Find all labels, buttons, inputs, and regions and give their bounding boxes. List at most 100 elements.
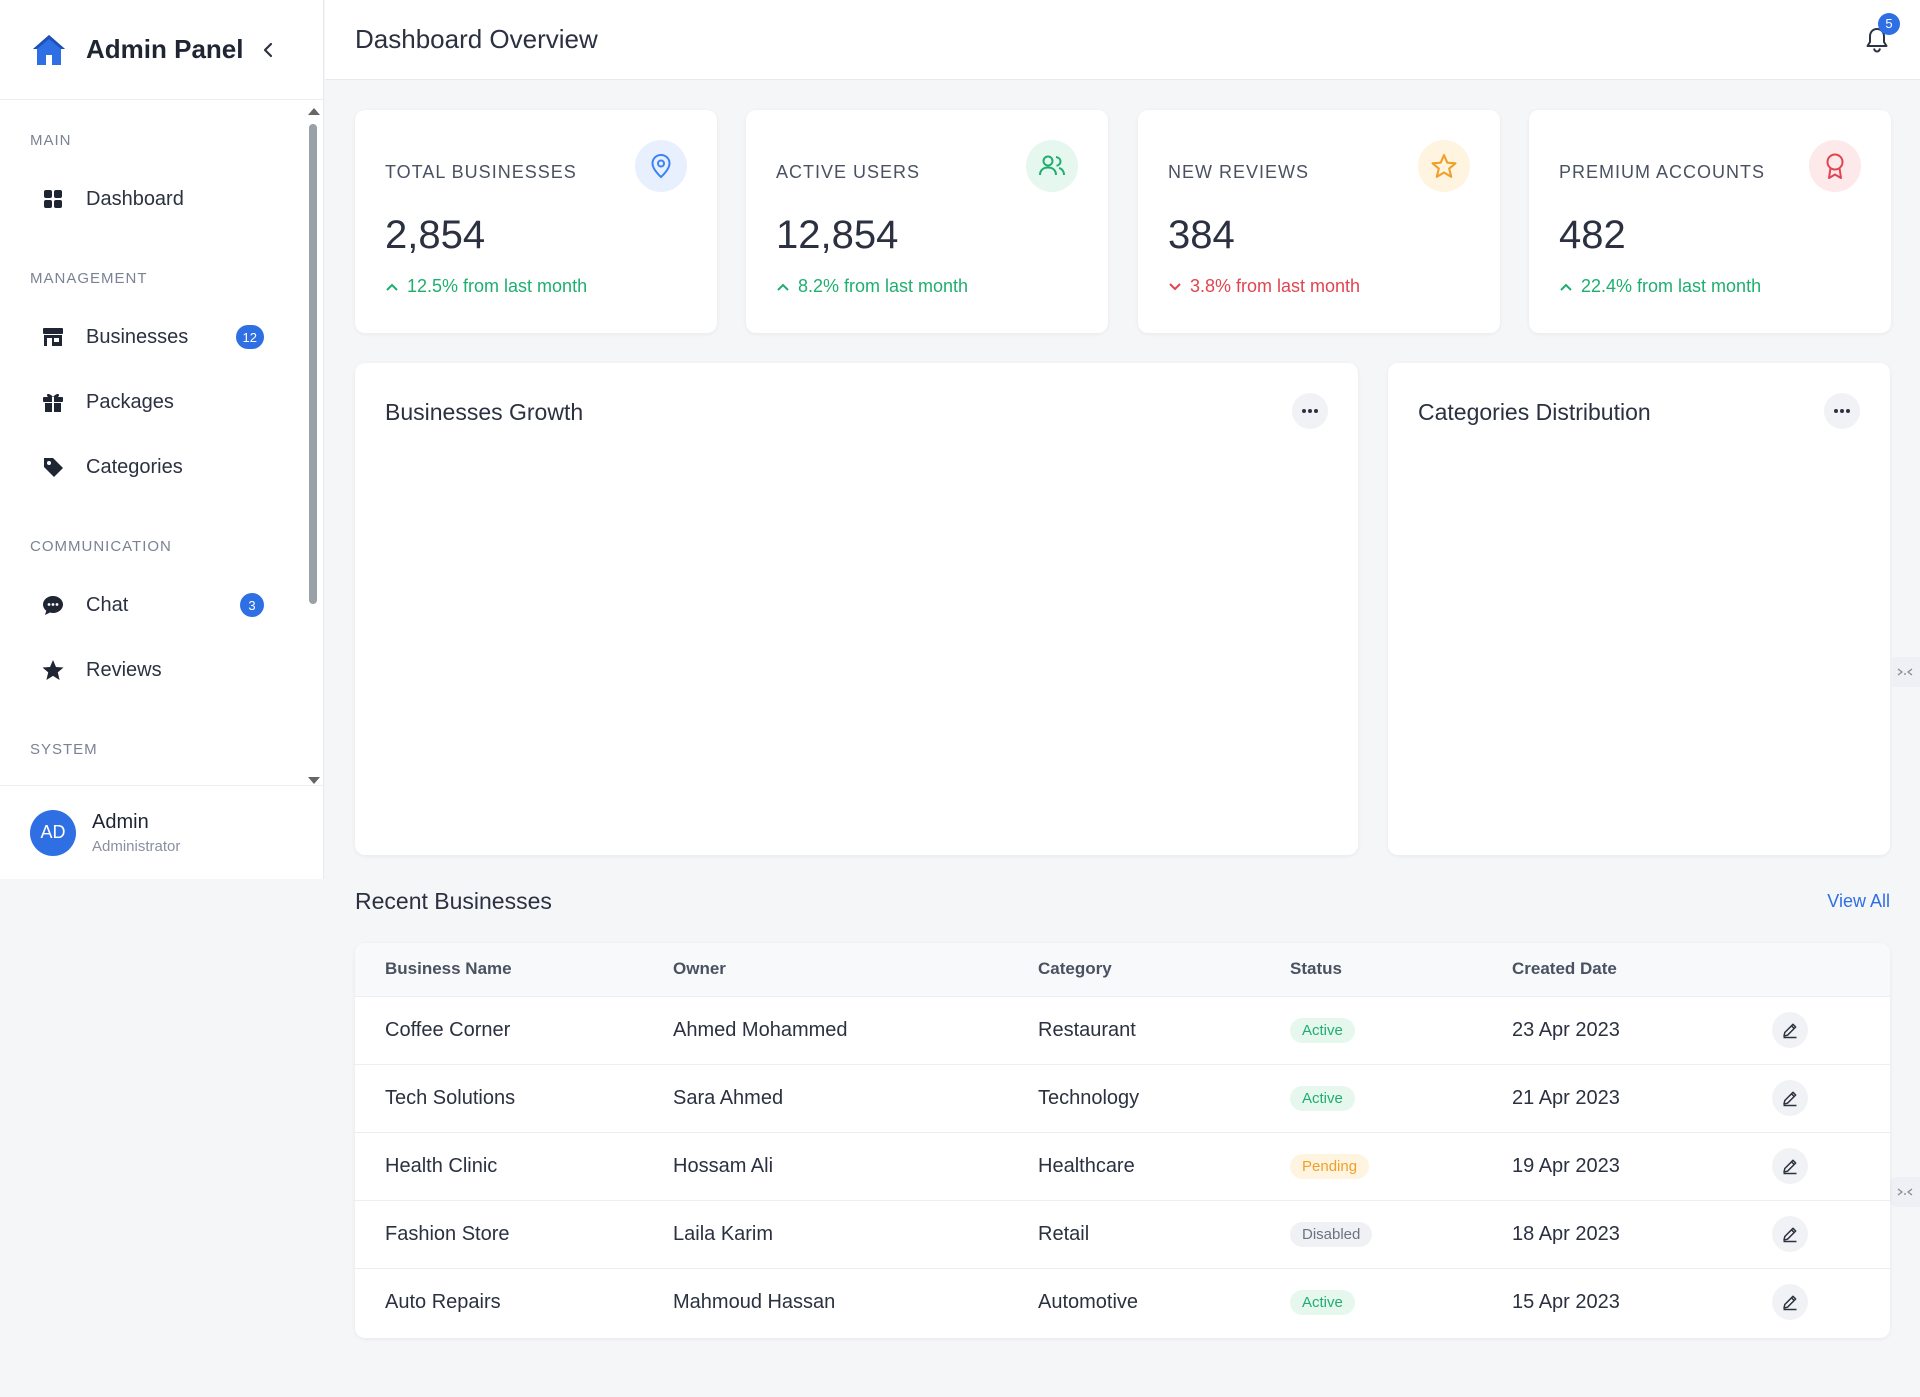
cell-business-name: Tech Solutions bbox=[355, 1064, 643, 1133]
panel-title: Categories Distribution bbox=[1418, 399, 1651, 425]
stat-change-text: 22.4% from last month bbox=[1581, 276, 1762, 296]
section-title: Recent Businesses bbox=[355, 888, 552, 914]
expand-icon bbox=[1897, 1188, 1913, 1196]
pencil-icon bbox=[1783, 1159, 1797, 1175]
cell-status: Disabled bbox=[1260, 1200, 1482, 1269]
store-icon bbox=[40, 324, 66, 350]
sidebar-scrollbar[interactable] bbox=[307, 104, 320, 784]
column-header[interactable]: Business Name bbox=[355, 943, 643, 997]
chevron-up-icon bbox=[386, 283, 398, 291]
count-badge: 3 bbox=[240, 593, 264, 617]
app-title: Admin Panel bbox=[86, 34, 244, 64]
cell-category: Technology bbox=[1008, 1064, 1260, 1133]
sidebar-item-label: Categories bbox=[86, 455, 183, 478]
more-horizontal-icon bbox=[1834, 409, 1850, 413]
table-row[interactable]: Fashion Store Laila Karim Retail Disable… bbox=[355, 1200, 1890, 1269]
cell-business-name: Health Clinic bbox=[355, 1132, 643, 1201]
distribution-chart-area bbox=[1418, 453, 1860, 825]
categories-distribution-panel: Categories Distribution bbox=[1388, 363, 1890, 855]
pencil-icon bbox=[1783, 1091, 1797, 1107]
chevron-up-icon bbox=[1560, 283, 1572, 291]
expand-icon bbox=[1897, 668, 1913, 676]
collapse-sidebar-button[interactable] bbox=[255, 37, 281, 63]
stat-title: PREMIUM ACCOUNTS bbox=[1559, 162, 1766, 182]
sidebar-header: Admin Panel bbox=[0, 0, 323, 100]
data-table: Business Name Owner Category Status Crea… bbox=[355, 943, 1890, 1336]
sidebar-item-label: Packages bbox=[86, 390, 174, 413]
more-options-button[interactable] bbox=[1292, 393, 1328, 429]
edit-button[interactable] bbox=[1772, 1080, 1808, 1116]
star-outline-icon bbox=[1418, 140, 1470, 192]
view-all-link[interactable]: View All bbox=[1827, 891, 1890, 911]
notification-count-badge: 5 bbox=[1878, 12, 1900, 35]
tag-icon bbox=[40, 454, 66, 480]
cell-created-date: 19 Apr 2023 bbox=[1482, 1132, 1742, 1201]
user-name: Admin bbox=[92, 810, 149, 833]
status-badge: Active bbox=[1290, 1085, 1355, 1111]
chevron-left-icon bbox=[263, 42, 273, 57]
cell-status: Active bbox=[1260, 996, 1482, 1065]
table-row[interactable]: Auto Repairs Mahmoud Hassan Automotive A… bbox=[355, 1268, 1890, 1336]
award-icon bbox=[1809, 140, 1861, 192]
status-badge: Disabled bbox=[1290, 1221, 1373, 1247]
sidebar-nav: MAIN Dashboard MANAGEMENT bbox=[0, 100, 323, 785]
sidebar-item-packages[interactable]: Packages bbox=[30, 379, 270, 425]
stat-card-total-businesses: TOTAL BUSINESSES 2,854 12.5% from last m… bbox=[355, 110, 717, 333]
cell-status: Active bbox=[1260, 1064, 1482, 1133]
stat-change: 8.2% from last month bbox=[776, 276, 1078, 297]
more-options-button[interactable] bbox=[1824, 393, 1860, 429]
pencil-icon bbox=[1783, 1023, 1797, 1039]
edit-button[interactable] bbox=[1772, 1216, 1808, 1252]
stat-change-text: 3.8% from last month bbox=[1190, 276, 1361, 296]
user-profile[interactable]: AD Admin Administrator bbox=[0, 785, 323, 879]
sidebar-item-label: Reviews bbox=[86, 658, 162, 681]
cell-status: Pending bbox=[1260, 1132, 1482, 1201]
table-row[interactable]: Tech Solutions Sara Ahmed Technology Act… bbox=[355, 1064, 1890, 1133]
pencil-icon bbox=[1783, 1227, 1797, 1243]
sidebar-item-businesses[interactable]: Businesses 12 bbox=[30, 314, 270, 360]
scrollbar-thumb[interactable] bbox=[309, 124, 317, 604]
sidebar-item-chat[interactable]: Chat 3 bbox=[30, 582, 270, 628]
businesses-growth-panel: Businesses Growth bbox=[355, 363, 1358, 855]
cell-status: Active bbox=[1260, 1268, 1482, 1336]
scroll-up-icon[interactable] bbox=[308, 108, 320, 115]
status-badge: Active bbox=[1290, 1017, 1355, 1043]
stat-change: 22.4% from last month bbox=[1559, 276, 1861, 297]
side-drawer-toggle[interactable] bbox=[1890, 657, 1920, 687]
stat-title: ACTIVE USERS bbox=[776, 162, 921, 182]
cell-actions bbox=[1742, 996, 1890, 1065]
status-badge: Pending bbox=[1290, 1153, 1370, 1179]
cell-created-date: 15 Apr 2023 bbox=[1512, 1290, 1620, 1313]
table-row[interactable]: Health Clinic Hossam Ali Healthcare Pend… bbox=[355, 1132, 1890, 1201]
cell-created-date: 21 Apr 2023 bbox=[1482, 1064, 1742, 1133]
edit-button[interactable] bbox=[1772, 1148, 1808, 1184]
side-drawer-toggle[interactable] bbox=[1890, 1177, 1920, 1207]
pencil-icon bbox=[1783, 1295, 1797, 1311]
cell-category: Automotive bbox=[1038, 1290, 1139, 1313]
sidebar-item-reviews[interactable]: Reviews bbox=[30, 647, 270, 693]
section-label-communication: COMMUNICATION bbox=[30, 538, 172, 555]
sidebar-item-categories[interactable]: Categories bbox=[30, 444, 270, 490]
column-header[interactable]: Status bbox=[1260, 943, 1482, 997]
column-header[interactable]: Created Date bbox=[1482, 943, 1742, 997]
column-header[interactable]: Category bbox=[1008, 943, 1260, 997]
cell-actions bbox=[1742, 1064, 1890, 1133]
home-icon bbox=[33, 34, 65, 65]
edit-button[interactable] bbox=[1772, 1012, 1808, 1048]
edit-button[interactable] bbox=[1772, 1284, 1808, 1321]
column-header[interactable]: Owner bbox=[643, 943, 1008, 997]
stat-value: 12,854 bbox=[776, 213, 899, 257]
table-row[interactable]: Coffee Corner Ahmed Mohammed Restaurant … bbox=[355, 996, 1890, 1065]
notifications-button[interactable]: 5 bbox=[1862, 12, 1900, 55]
sidebar-item-dashboard[interactable]: Dashboard bbox=[30, 176, 270, 222]
avatar: AD bbox=[30, 809, 76, 856]
chevron-down-icon bbox=[1169, 282, 1181, 290]
stat-card-active-users: ACTIVE USERS 12,854 8.2% from last month bbox=[746, 110, 1108, 333]
cell-business-name: Fashion Store bbox=[355, 1200, 643, 1269]
stat-title: TOTAL BUSINESSES bbox=[385, 162, 577, 182]
grid-icon bbox=[40, 186, 66, 212]
panel-title: Businesses Growth bbox=[385, 399, 584, 425]
section-label-management: MANAGEMENT bbox=[30, 270, 148, 287]
scroll-down-icon[interactable] bbox=[308, 777, 320, 784]
growth-chart-area bbox=[385, 453, 1328, 825]
